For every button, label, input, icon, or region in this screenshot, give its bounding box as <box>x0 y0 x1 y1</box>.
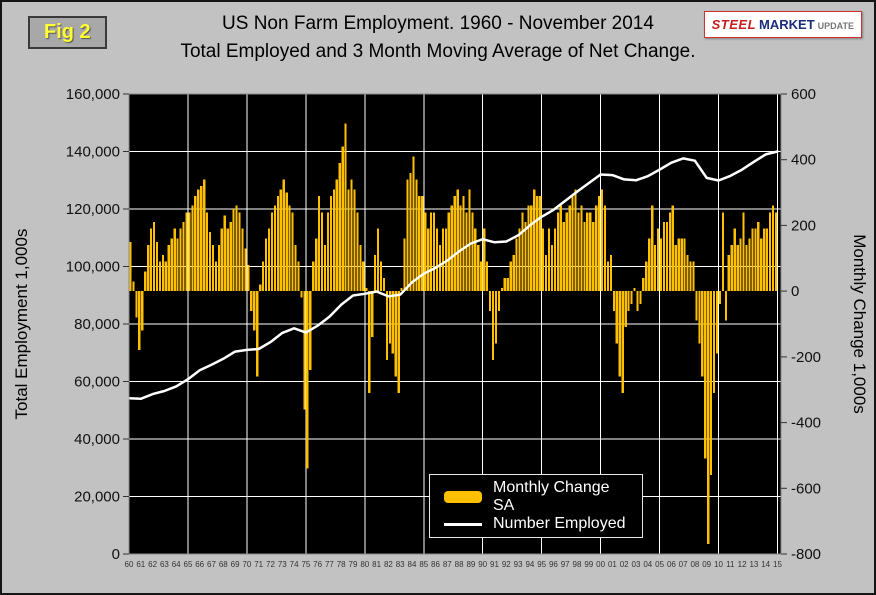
svg-text:75: 75 <box>301 560 310 569</box>
svg-text:77: 77 <box>325 560 334 569</box>
svg-text:83: 83 <box>396 560 405 569</box>
legend-label-number-employed: Number Employed <box>493 515 626 532</box>
svg-text:15: 15 <box>773 560 782 569</box>
chart-title: US Non Farm Employment. 1960 - November … <box>222 13 654 34</box>
svg-text:400: 400 <box>791 152 816 169</box>
svg-text:81: 81 <box>372 560 381 569</box>
monthly-change-bars <box>129 123 778 545</box>
svg-text:140,000: 140,000 <box>66 144 120 161</box>
svg-text:95: 95 <box>537 560 546 569</box>
svg-text:84: 84 <box>408 560 417 569</box>
legend-item-number-employed: Number Employed <box>444 515 628 533</box>
logo-word-steel: STEEL <box>711 17 757 32</box>
svg-text:60: 60 <box>125 560 134 569</box>
line-swatch-icon <box>444 522 482 526</box>
svg-text:02: 02 <box>620 560 629 569</box>
left-axis-ticks: 160,000 140,000 120,000 100,000 80,000 60,000… <box>66 86 129 563</box>
svg-text:67: 67 <box>207 560 216 569</box>
svg-text:08: 08 <box>690 560 699 569</box>
svg-text:87: 87 <box>443 560 452 569</box>
svg-text:94: 94 <box>525 560 534 569</box>
svg-text:-600: -600 <box>791 480 821 497</box>
svg-text:89: 89 <box>466 560 475 569</box>
svg-text:-200: -200 <box>791 349 821 366</box>
figure-tag: Fig 2 <box>28 16 107 49</box>
svg-text:74: 74 <box>290 560 299 569</box>
svg-text:20,000: 20,000 <box>74 489 120 506</box>
svg-text:69: 69 <box>231 560 240 569</box>
svg-text:200: 200 <box>791 217 816 234</box>
svg-text:86: 86 <box>431 560 440 569</box>
svg-text:99: 99 <box>584 560 593 569</box>
svg-text:73: 73 <box>278 560 287 569</box>
svg-text:85: 85 <box>419 560 428 569</box>
svg-text:160,000: 160,000 <box>66 86 120 103</box>
svg-text:120,000: 120,000 <box>66 201 120 218</box>
svg-text:64: 64 <box>172 560 181 569</box>
svg-text:600: 600 <box>791 86 816 103</box>
logo-word-update: UPDATE <box>817 21 854 31</box>
svg-text:98: 98 <box>573 560 582 569</box>
svg-text:93: 93 <box>514 560 523 569</box>
chart-subtitle: Total Employed and 3 Month Moving Averag… <box>180 40 696 62</box>
legend-item-monthly-change: Monthly Change SA <box>444 479 628 515</box>
steel-market-update-logo: STEEL MARKET UPDATE <box>703 11 862 38</box>
svg-text:04: 04 <box>643 560 652 569</box>
svg-text:10: 10 <box>714 560 723 569</box>
logo-word-market: MARKET <box>759 17 815 32</box>
svg-text:0: 0 <box>791 283 799 300</box>
svg-text:12: 12 <box>738 560 747 569</box>
svg-text:97: 97 <box>561 560 570 569</box>
svg-text:06: 06 <box>667 560 676 569</box>
chart-legend: Monthly Change SA Number Employed <box>429 474 643 538</box>
svg-text:03: 03 <box>632 560 641 569</box>
svg-text:09: 09 <box>702 560 711 569</box>
svg-text:63: 63 <box>160 560 169 569</box>
svg-text:88: 88 <box>455 560 464 569</box>
svg-text:92: 92 <box>502 560 511 569</box>
svg-text:91: 91 <box>490 560 499 569</box>
number-employed-line <box>127 150 779 401</box>
svg-text:72: 72 <box>266 560 275 569</box>
svg-text:96: 96 <box>549 560 558 569</box>
svg-text:-400: -400 <box>791 415 821 432</box>
svg-text:68: 68 <box>219 560 228 569</box>
svg-text:-800: -800 <box>791 546 821 563</box>
legend-label-monthly-change: Monthly Change SA <box>493 479 610 514</box>
svg-text:100,000: 100,000 <box>66 259 120 276</box>
svg-text:07: 07 <box>679 560 688 569</box>
svg-text:11: 11 <box>726 560 735 569</box>
svg-text:78: 78 <box>337 560 346 569</box>
svg-text:40,000: 40,000 <box>74 431 120 448</box>
svg-text:65: 65 <box>184 560 193 569</box>
svg-text:14: 14 <box>761 560 770 569</box>
svg-text:66: 66 <box>195 560 204 569</box>
svg-text:00: 00 <box>596 560 605 569</box>
svg-text:80,000: 80,000 <box>74 316 120 333</box>
right-axis-ticks: 600 400 200 0 -200 -400 -600 -800 <box>781 86 821 563</box>
svg-text:60,000: 60,000 <box>74 374 120 391</box>
svg-text:13: 13 <box>749 560 758 569</box>
chart-titles: US Non Farm Employment. 1960 - November … <box>2 10 874 65</box>
svg-text:82: 82 <box>384 560 393 569</box>
x-axis-labels: 60 61 62 63 64 65 66 67 68 69 70 71 72 73 74 75 76 77 78 79… <box>125 560 783 569</box>
bar-swatch-icon <box>444 491 482 503</box>
svg-text:70: 70 <box>242 560 251 569</box>
svg-text:71: 71 <box>254 560 263 569</box>
svg-text:90: 90 <box>478 560 487 569</box>
svg-text:62: 62 <box>148 560 157 569</box>
svg-text:76: 76 <box>313 560 322 569</box>
svg-text:05: 05 <box>655 560 664 569</box>
svg-text:01: 01 <box>608 560 617 569</box>
svg-text:80: 80 <box>360 560 369 569</box>
svg-text:0: 0 <box>112 546 120 563</box>
svg-text:61: 61 <box>136 560 145 569</box>
svg-text:79: 79 <box>349 560 358 569</box>
